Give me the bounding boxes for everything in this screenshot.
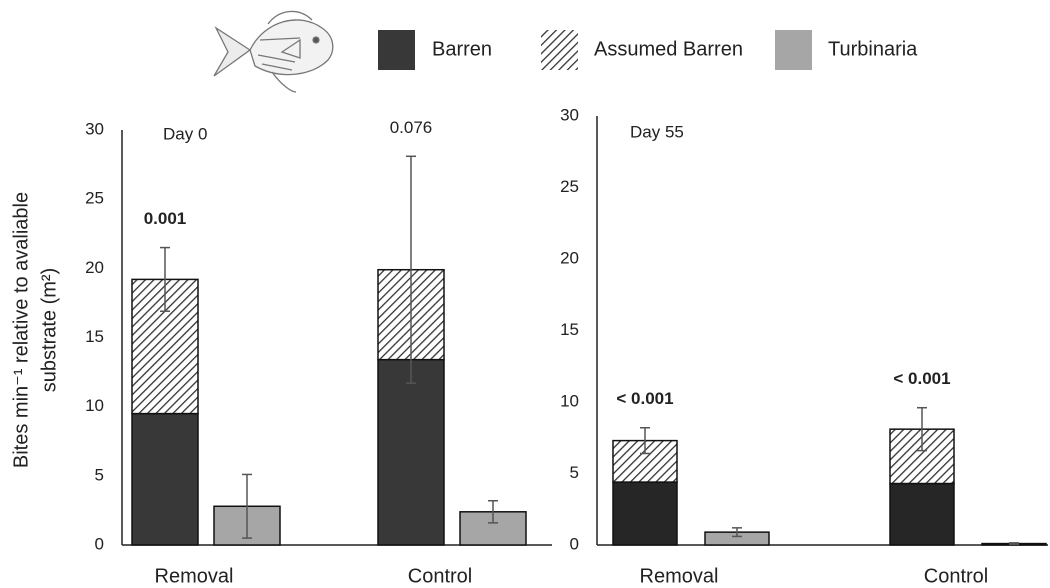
legend-swatch: [378, 30, 415, 70]
y-tick-label: 15: [560, 320, 579, 339]
fish-icon: [214, 11, 333, 92]
p-value: < 0.001: [616, 389, 673, 408]
x-tick-label: Control: [408, 565, 472, 587]
y-tick-label: 10: [85, 396, 104, 415]
chart: Bites min⁻¹ relative to avaliable substr…: [0, 0, 1050, 588]
legend-label: Assumed Barren: [594, 38, 743, 60]
y-tick-label: 0: [570, 534, 579, 553]
x-tick-label: Removal: [640, 565, 719, 587]
panel-annotation: Day 0: [163, 124, 207, 143]
p-value: < 0.001: [893, 369, 950, 388]
legend-swatch: [775, 30, 812, 70]
panel-annotation: Day 55: [630, 122, 684, 141]
x-tick-label: Removal: [155, 565, 234, 587]
y-tick-label: 25: [560, 177, 579, 196]
y-tick-label: 5: [95, 465, 104, 484]
y-tick-label: 10: [560, 391, 579, 410]
legend-swatch: [541, 30, 578, 70]
y-tick-label: 30: [85, 119, 104, 138]
bar: [132, 414, 198, 545]
y-tick-label: 20: [85, 258, 104, 277]
bar: [890, 484, 954, 545]
legend-label: Turbinaria: [828, 38, 918, 60]
bar: [378, 360, 444, 545]
y-tick-label: 5: [570, 463, 579, 482]
legend-label: Barren: [432, 38, 492, 60]
y-axis-label: substrate (m²): [38, 268, 60, 392]
x-tick-label: Control: [924, 565, 988, 587]
y-tick-label: 15: [85, 327, 104, 346]
y-axis-label: Bites min⁻¹ relative to avaliable: [10, 192, 32, 468]
y-tick-label: 30: [560, 105, 579, 124]
y-tick-label: 20: [560, 248, 579, 267]
bar: [613, 482, 677, 545]
y-tick-label: 0: [95, 534, 104, 553]
p-value: 0.001: [144, 209, 187, 228]
p-value: 0.076: [390, 118, 433, 137]
y-tick-label: 25: [85, 189, 104, 208]
